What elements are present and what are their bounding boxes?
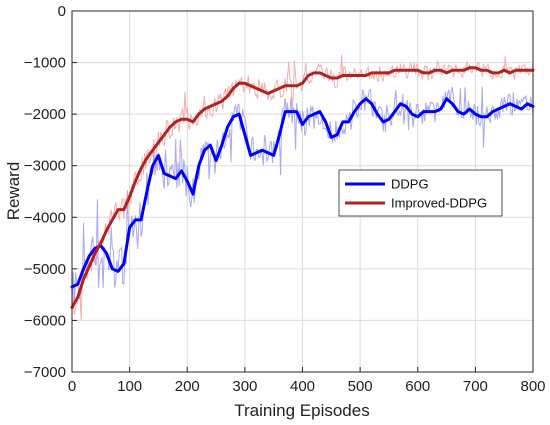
- x-axis-title: Training Episodes: [234, 401, 369, 420]
- series-line-ddpg: [70, 97, 535, 289]
- x-tick-label: 800: [520, 378, 545, 395]
- series-line-improved-ddpg: [70, 66, 535, 309]
- y-tick-label: −3000: [24, 158, 66, 175]
- legend-label-ddpg: DDPG: [391, 177, 429, 192]
- x-tick-label: 300: [232, 378, 257, 395]
- y-tick-label: −7000: [24, 364, 66, 381]
- y-tick-label: 0: [58, 3, 66, 20]
- y-axis-ticks: −7000 −6000 −5000 −4000 −3000 −2000 −1000 0: [24, 3, 77, 381]
- y-tick-label: −4000: [24, 209, 66, 226]
- x-tick-label: 100: [117, 378, 142, 395]
- legend: DDPG Improved-DDPG: [338, 169, 503, 217]
- x-tick-label: 400: [290, 378, 315, 395]
- y-tick-label: −2000: [24, 106, 66, 123]
- x-axis-ticks: 0 100 200 300 400 500 600 700 800: [68, 367, 546, 395]
- y-tick-label: −1000: [24, 55, 66, 72]
- y-tick-label: −6000: [24, 312, 66, 329]
- legend-label-improved-ddpg: Improved-DDPG: [391, 196, 487, 211]
- raw-series-improved-ddpg: [71, 54, 534, 321]
- y-tick-label: −5000: [24, 261, 66, 278]
- x-tick-label: 0: [68, 378, 76, 395]
- y-axis-title: Reward: [4, 162, 23, 221]
- x-tick-label: 200: [175, 378, 200, 395]
- x-tick-label: 600: [405, 378, 430, 395]
- legend-box: [338, 169, 503, 217]
- smoothed-reward-lines: [70, 66, 535, 309]
- x-tick-label: 700: [463, 378, 488, 395]
- x-tick-label: 500: [348, 378, 373, 395]
